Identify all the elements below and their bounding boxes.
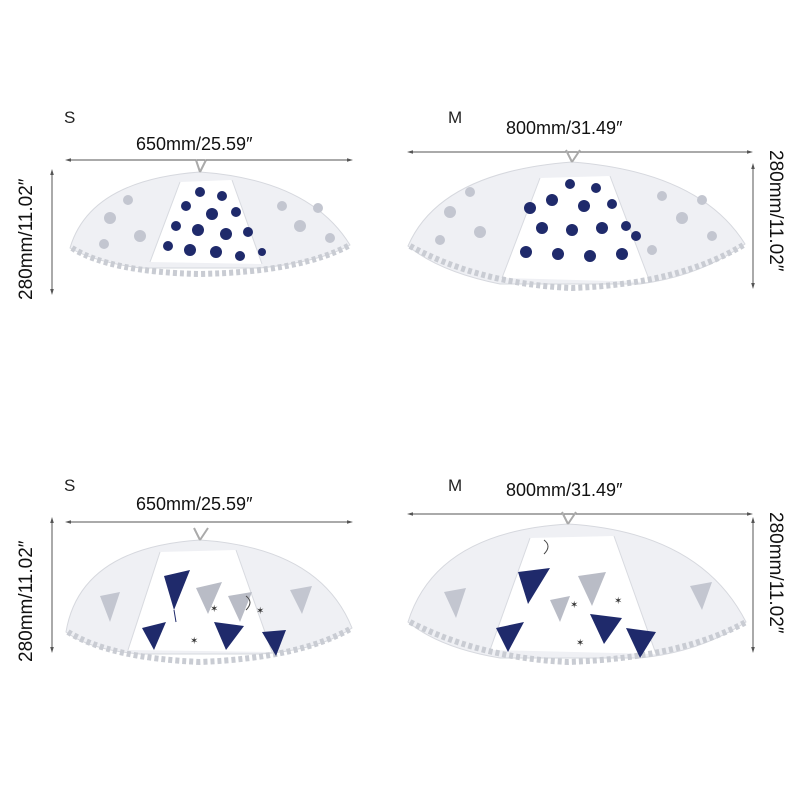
height-dimension-label: 280mm/11.02″ — [16, 178, 37, 301]
svg-text:✶: ✶ — [576, 638, 584, 649]
height-dimension-label: 280mm/11.02″ — [765, 150, 786, 272]
product-panel-small-trees: ✶ ✶ ✶ S 650mm/25.59″ 280mm/11.02″ — [0, 400, 400, 800]
width-dimension-label: 800mm/31.49″ — [506, 118, 623, 138]
food-cover-medium-trees-illustration: ✶ ✶ ✶ — [407, 511, 755, 666]
size-label: S — [64, 476, 76, 495]
svg-text:✶: ✶ — [614, 596, 622, 607]
navy-dots — [163, 187, 266, 261]
product-panel-medium-dots: M 800mm/31.49″ 280mm/11.02″ — [400, 0, 800, 400]
svg-text:✶: ✶ — [190, 636, 198, 647]
height-dimension-label: 280mm/11.02″ — [765, 512, 786, 634]
product-panel-small-dots: S 650mm/25.59″ 280mm/11.02″ — [0, 0, 400, 400]
grey-dots — [435, 187, 717, 255]
width-dimension-label: 650mm/25.59″ — [136, 134, 253, 154]
tree-pattern: ✶ ✶ ✶ — [444, 539, 712, 658]
navy-dots — [520, 179, 641, 262]
food-cover-small-trees-illustration: ✶ ✶ ✶ — [50, 517, 354, 666]
food-cover-medium-dots-illustration — [407, 149, 755, 292]
tree-pattern: ✶ ✶ ✶ — [100, 570, 312, 656]
height-dimension-label: 280mm/11.02″ — [16, 540, 37, 663]
width-dimension-label: 800mm/31.49″ — [506, 480, 623, 500]
food-cover-small-dots-illustration — [50, 158, 353, 295]
svg-text:✶: ✶ — [210, 604, 218, 615]
svg-text:✶: ✶ — [256, 606, 264, 617]
grey-dots — [99, 195, 335, 249]
product-panel-medium-trees: ✶ ✶ ✶ M 800mm/31.49″ 280mm/11.02″ — [400, 400, 800, 800]
size-label: M — [448, 476, 463, 495]
size-label: M — [448, 108, 463, 127]
width-dimension-label: 650mm/25.59″ — [136, 494, 253, 514]
size-label: S — [64, 108, 76, 127]
svg-text:✶: ✶ — [570, 600, 578, 611]
